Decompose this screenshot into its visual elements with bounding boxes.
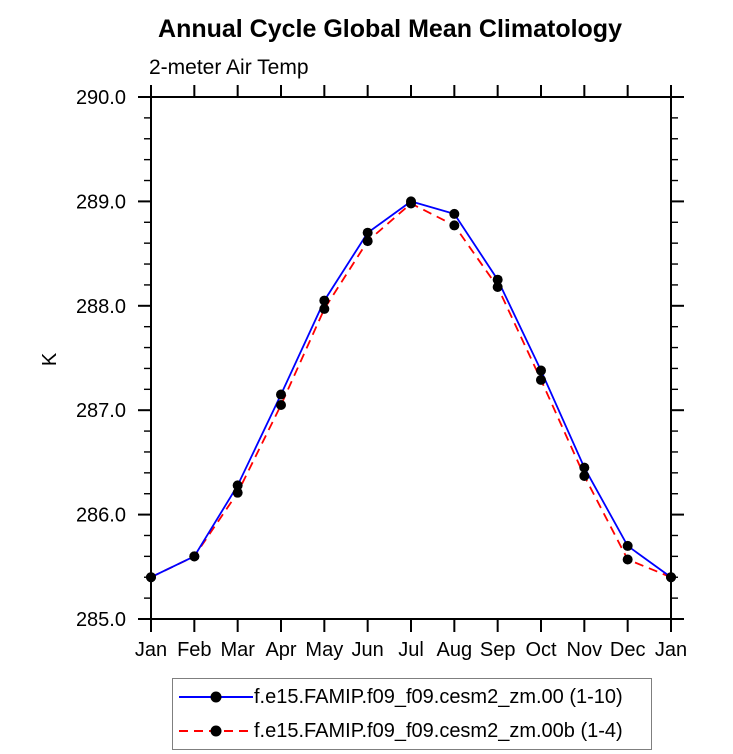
svg-text:285.0: 285.0 — [76, 609, 126, 631]
svg-text:Sep: Sep — [480, 639, 516, 661]
chart-subtitle: 2-meter Air Temp — [149, 56, 309, 79]
svg-text:Jun: Jun — [352, 639, 384, 661]
svg-text:290.0: 290.0 — [76, 87, 126, 109]
svg-text:Jan: Jan — [655, 639, 687, 661]
svg-text:Jan: Jan — [135, 639, 167, 661]
svg-text:Nov: Nov — [567, 639, 603, 661]
legend-label: f.e15.FAMIP.f09_f09.cesm2_zm.00 (1-10) — [254, 685, 623, 708]
svg-text:Jul: Jul — [398, 639, 424, 661]
chart-title: Annual Cycle Global Mean Climatology — [158, 15, 622, 43]
svg-text:288.0: 288.0 — [76, 296, 126, 318]
legend-line-sample — [179, 691, 253, 703]
legend-label: f.e15.FAMIP.f09_f09.cesm2_zm.00b (1-4) — [254, 720, 623, 743]
legend-line-sample — [179, 725, 253, 737]
svg-text:Aug: Aug — [437, 639, 473, 661]
legend-marker-dot-icon — [210, 691, 222, 703]
svg-text:Dec: Dec — [610, 639, 646, 661]
svg-text:May: May — [305, 639, 343, 661]
legend-marker-dot-icon — [210, 725, 222, 737]
legend-item: f.e15.FAMIP.f09_f09.cesm2_zm.00 (1-10) — [173, 680, 651, 714]
legend: f.e15.FAMIP.f09_f09.cesm2_zm.00 (1-10) f… — [172, 678, 652, 750]
svg-text:Feb: Feb — [177, 639, 211, 661]
svg-text:289.0: 289.0 — [76, 191, 126, 213]
svg-text:Mar: Mar — [220, 639, 255, 661]
svg-text:287.0: 287.0 — [76, 400, 126, 422]
svg-text:286.0: 286.0 — [76, 505, 126, 527]
legend-item: f.e15.FAMIP.f09_f09.cesm2_zm.00b (1-4) — [173, 714, 651, 748]
svg-text:Apr: Apr — [265, 639, 296, 661]
svg-text:Oct: Oct — [525, 639, 557, 661]
